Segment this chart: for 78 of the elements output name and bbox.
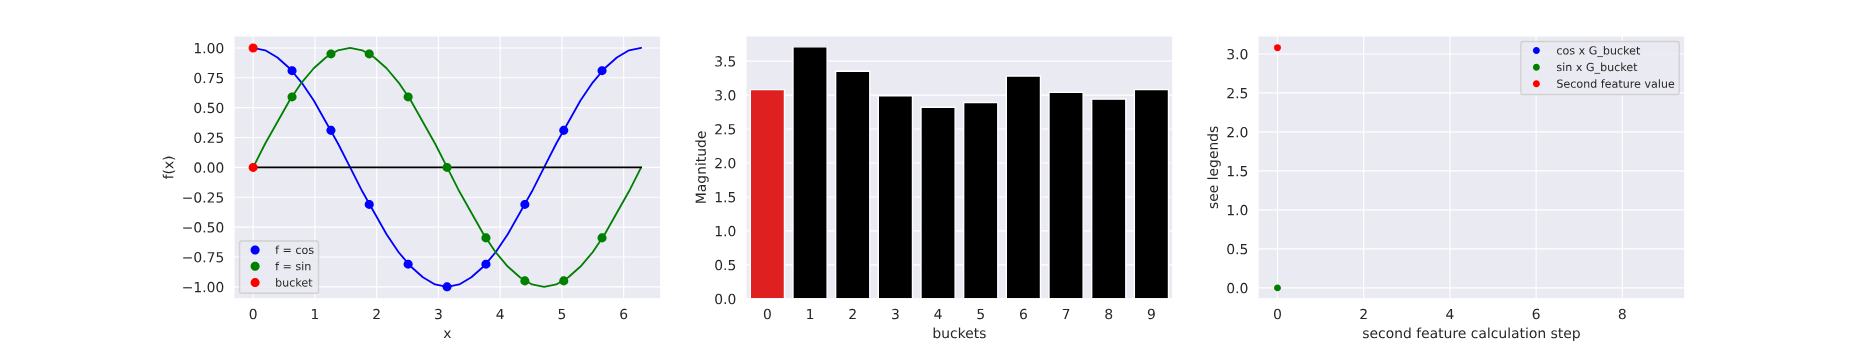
y-tick-label: 1.0 (1227, 204, 1248, 216)
point (520, 199, 530, 209)
point (520, 276, 530, 286)
point (326, 49, 336, 59)
y-tick-label: 2.0 (1227, 126, 1248, 138)
y-tick-label: 3.0 (715, 90, 736, 101)
y-tick-label: 3.5 (715, 56, 736, 67)
x-tick-label: 2 (373, 308, 380, 320)
y-tick-label: −0.75 (183, 251, 224, 263)
x-tick-label: 4 (496, 308, 504, 320)
y-tick-label: 0.0 (715, 293, 736, 305)
x-tick-label: 4 (1446, 308, 1454, 320)
x-tick-label: 1 (312, 308, 319, 320)
point (287, 92, 297, 102)
x-tick-label: 7 (1062, 308, 1070, 320)
legend-label: Second feature value (1557, 79, 1675, 88)
y-axis-title: Magnitude (695, 131, 709, 203)
point (287, 66, 297, 76)
point (442, 162, 452, 172)
x-tick-label: 6 (1019, 308, 1027, 320)
x-tick-label: 2 (849, 308, 856, 320)
point (481, 259, 491, 269)
point (481, 233, 491, 243)
y-axis-title: f(x) (162, 156, 176, 180)
y-tick-label: 1.00 (194, 42, 224, 54)
y-tick-label: −1.00 (183, 281, 224, 293)
y-tick-label: 2.5 (1227, 87, 1248, 99)
x-tick-label: 6 (1532, 308, 1540, 320)
point (597, 233, 607, 243)
point (403, 92, 413, 102)
legend-label: bucket (276, 278, 313, 287)
y-tick-label: 0.5 (715, 259, 736, 271)
x-tick-label: 2 (1360, 308, 1367, 320)
legend-label: f = sin (275, 261, 311, 271)
y-axis-title: see legends (1207, 126, 1221, 209)
point (597, 66, 607, 76)
y-tick-label: 0.0 (1227, 282, 1248, 294)
x-tick-label: 3 (435, 308, 442, 320)
y-tick-label: 0.00 (194, 162, 224, 173)
y-tick-label: 1.5 (715, 192, 736, 203)
x-tick-label: 6 (620, 308, 628, 320)
y-tick-label: 1.5 (1227, 166, 1248, 177)
y-tick-label: −0.25 (183, 192, 224, 203)
x-tick-label: 5 (977, 308, 984, 320)
x-axis-title: buckets (933, 327, 986, 339)
point (559, 125, 569, 135)
x-tick-label: 8 (1618, 308, 1626, 320)
x-tick-label: 0 (763, 308, 771, 320)
x-axis-title: second feature calculation step (1363, 327, 1580, 341)
x-tick-label: 5 (558, 308, 566, 320)
point (326, 125, 336, 135)
point (248, 162, 258, 172)
point (403, 259, 413, 269)
x-tick-label: 0 (1273, 308, 1281, 320)
legend-label: f = cos (275, 245, 314, 255)
y-tick-label: 2.5 (715, 124, 736, 135)
point (559, 276, 569, 286)
legend-label: cos x G_bucket (1557, 46, 1641, 58)
point (364, 199, 374, 209)
y-tick-label: 1.0 (715, 225, 736, 237)
x-tick-label: 9 (1147, 308, 1155, 320)
point (248, 43, 258, 53)
x-tick-label: 4 (934, 308, 942, 320)
y-tick-label: 0.50 (194, 102, 224, 114)
y-tick-label: −0.50 (183, 222, 224, 233)
y-tick-label: 0.25 (194, 132, 224, 144)
x-tick-label: 0 (249, 308, 257, 320)
point (364, 49, 374, 59)
point (442, 282, 452, 292)
y-tick-label: 2.0 (715, 157, 736, 169)
y-tick-label: 0.5 (1227, 243, 1248, 255)
x-tick-label: 1 (807, 308, 814, 320)
legend-label: sin x G_bucket (1556, 62, 1638, 74)
x-tick-label: 8 (1105, 308, 1113, 320)
x-tick-label: 3 (892, 308, 899, 320)
y-tick-label: 0.75 (194, 72, 224, 84)
y-tick-label: 3.0 (1227, 48, 1248, 60)
x-axis-title: x (443, 330, 452, 339)
